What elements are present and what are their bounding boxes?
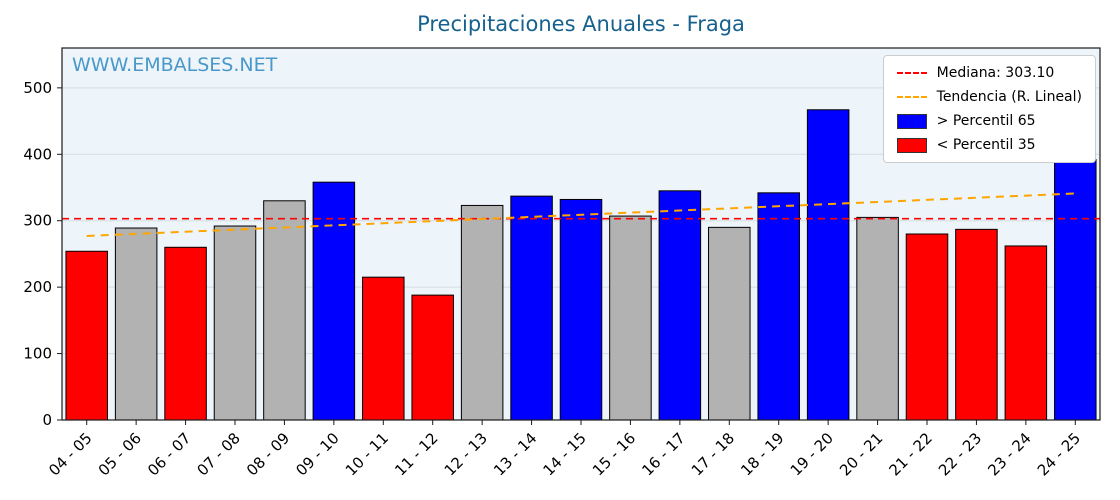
legend-label-trend: Tendencia (R. Lineal): [936, 89, 1082, 105]
bar-09-10: [312, 181, 356, 421]
bar-16-17: [658, 190, 702, 421]
bar-19-20: [806, 109, 850, 421]
watermark: WWW.EMBALSES.NET: [72, 54, 278, 76]
blue-patch-swatch: [896, 113, 927, 129]
bar-15-16: [609, 215, 652, 421]
x-tick-label: 14 - 15: [540, 429, 590, 479]
bar-11-12: [411, 294, 454, 421]
x-tick-label: 06 - 07: [144, 429, 194, 479]
bar-20-21: [856, 216, 899, 421]
legend-label-median: Mediana: 303.10: [936, 65, 1055, 81]
bar-06-07: [164, 246, 207, 421]
bar-22-23: [955, 228, 998, 421]
bar-12-13: [460, 204, 504, 421]
chart-title: Precipitaciones Anuales - Fraga: [417, 12, 745, 36]
y-tick-label: 300: [23, 212, 52, 230]
x-tick-label: 19 - 20: [787, 429, 837, 479]
legend-item-above-p65: > Percentil 65: [896, 113, 1082, 129]
legend-label-below-p35: < Percentil 35: [936, 137, 1036, 153]
x-tick-label: 10 - 11: [342, 429, 392, 479]
x-tick-label: 15 - 16: [589, 429, 639, 479]
legend-item-median: Mediana: 303.10: [896, 65, 1082, 81]
x-tick-label: 16 - 17: [638, 429, 688, 479]
x-tick-label: 23 - 24: [984, 429, 1034, 479]
x-tick-label: 09 - 10: [292, 429, 342, 479]
bar-17-18: [708, 226, 751, 421]
bar-21-22: [905, 233, 949, 421]
bar-24-25: [1054, 159, 1097, 421]
red-patch-swatch: [896, 137, 927, 153]
x-tick-label: 22 - 23: [935, 429, 985, 479]
bar-13-14: [510, 195, 553, 421]
x-tick-label: 11 - 12: [391, 429, 441, 479]
x-tick-label: 12 - 13: [441, 429, 491, 479]
x-tick-label: 08 - 09: [243, 429, 293, 479]
x-tick-label: 04 - 05: [45, 429, 95, 479]
bar-07-08: [213, 225, 257, 421]
bar-18-19: [757, 192, 800, 421]
x-tick-label: 13 - 14: [490, 429, 540, 479]
bar-23-24: [1004, 245, 1048, 421]
x-tick-label: 20 - 21: [836, 429, 886, 479]
trend-line: [86, 192, 1076, 237]
legend-item-trend: Tendencia (R. Lineal): [896, 89, 1082, 105]
x-tick-label: 17 - 18: [688, 429, 738, 479]
y-tick-label: 400: [23, 145, 52, 163]
bar-10-11: [362, 276, 405, 421]
x-tick-label: 24 - 25: [1034, 429, 1084, 479]
y-tick-label: 0: [42, 411, 52, 429]
bar-05-06: [114, 227, 158, 421]
x-tick-label: 21 - 22: [886, 429, 936, 479]
y-tick-label: 100: [23, 345, 52, 363]
legend-item-below-p35: < Percentil 35: [896, 137, 1082, 153]
median-dashed-line-swatch: [896, 72, 927, 74]
legend-label-above-p65: > Percentil 65: [936, 113, 1036, 129]
bar-14-15: [559, 198, 603, 421]
x-tick-label: 18 - 19: [737, 429, 787, 479]
x-tick-label: 05 - 06: [95, 429, 145, 479]
y-tick-label: 200: [23, 278, 52, 296]
trend-dashed-line-swatch: [896, 96, 927, 98]
x-tick-label: 07 - 08: [194, 429, 244, 479]
bar-08-09: [263, 200, 306, 421]
bar-04-05: [65, 250, 108, 421]
y-tick-label: 500: [23, 79, 52, 97]
legend: Mediana: 303.10 Tendencia (R. Lineal) > …: [882, 55, 1096, 163]
